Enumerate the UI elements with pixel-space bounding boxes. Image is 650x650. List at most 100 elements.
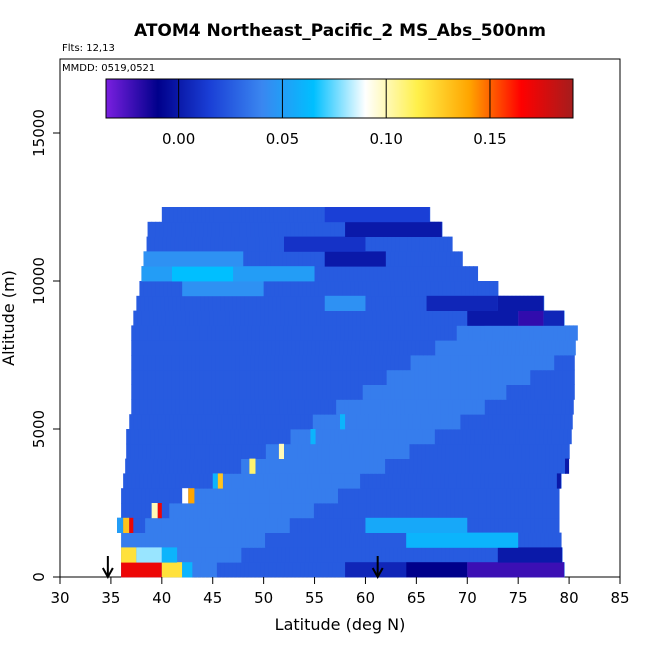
curtain-cell [223,340,228,356]
curtain-cell [207,340,212,356]
curtain-cell [162,236,168,252]
curtain-cell [193,414,198,430]
curtain-cell [340,473,345,489]
curtain-cell [565,325,570,341]
curtain-cell [340,562,346,578]
curtain-cell [198,236,204,252]
curtain-cell [143,325,148,341]
curtain-cell [139,325,144,341]
curtain-cell [492,325,498,341]
curtain-cell [498,429,504,445]
curtain-cell [489,547,495,563]
curtain-cell [210,236,216,252]
curtain-cell [455,340,460,356]
curtain-cell [173,414,178,430]
curtain-cell [361,547,367,563]
curtain-cell [348,414,354,430]
curtain-cell [281,458,286,474]
curtain-cell [414,429,420,445]
curtain-cell [452,414,458,430]
curtain-cell [217,532,222,548]
curtain-cell [227,325,233,341]
curtain-cell [294,369,300,385]
curtain-cell [326,221,332,237]
curtain-cell [195,325,201,341]
curtain-cell [462,488,468,504]
curtain-cell [155,221,161,237]
curtain-cell [527,429,532,445]
curtain-cell [161,488,166,504]
curtain-cell [433,458,438,474]
curtain-cell [191,369,196,385]
curtain-cell [546,355,551,371]
curtain-cell [202,429,207,445]
curtain-cell [268,562,274,578]
curtain-cell [170,443,175,459]
curtain-cell [349,266,355,282]
curtain-cell [125,488,130,504]
colorbar-tick-label: 0.00 [162,130,195,148]
curtain-cell [545,399,550,415]
curtain-cell [469,443,474,459]
curtain-cell [283,340,288,356]
curtain-cell [265,503,271,519]
curtain-cell [246,384,252,400]
curtain-cell [182,236,188,252]
curtain-cell [211,369,216,385]
curtain-cell [420,399,426,415]
curtain-cell [473,443,478,459]
curtain-cell [530,503,536,519]
curtain-cell [493,547,499,563]
curtain-cell [180,295,185,311]
curtain-cell [286,429,292,445]
curtain-cell [392,399,398,415]
curtain-cell [245,443,251,459]
curtain-cell [493,458,498,474]
curtain-cell [547,340,552,356]
curtain-cell [295,399,301,415]
curtain-cell [304,325,309,341]
curtain-cell [237,547,242,563]
curtain-cell [341,266,347,282]
curtain-cell [206,236,212,252]
curtain-cell [462,384,468,400]
curtain-cell [464,310,469,326]
curtain-cell [177,517,182,533]
curtain-cell [316,399,321,415]
curtain-cell [349,458,354,474]
curtain-cell [388,473,393,489]
curtain-cell [559,429,564,445]
curtain-cell [301,532,306,548]
curtain-cell [378,369,384,385]
curtain-cell [443,340,448,356]
curtain-cell [464,399,470,415]
curtain-cell [151,399,156,415]
curtain-cell [410,369,416,385]
curtain-cell [178,429,183,445]
curtain-cell [358,488,363,504]
curtain-cell [474,384,480,400]
curtain-cell [390,281,395,297]
curtain-cell [225,547,230,563]
curtain-cell [277,458,282,474]
curtain-cell [225,517,231,533]
curtain-cell [553,399,558,415]
curtain-cell [456,473,462,489]
curtain-cell [270,369,276,385]
curtain-cell [217,443,223,459]
curtain-cell [402,384,408,400]
curtain-cell [330,355,336,371]
curtain-cell [550,384,555,400]
curtain-cell [200,295,205,311]
curtain-cell [386,503,391,519]
curtain-cell [368,473,373,489]
curtain-cell [569,399,574,415]
curtain-cell [189,517,194,533]
curtain-cell [286,281,292,297]
curtain-cell [313,207,319,223]
curtain-cell [328,325,333,341]
curtain-cell [184,295,189,311]
curtain-cell [317,207,323,223]
curtain-cell [504,414,509,430]
curtain-cell [328,399,333,415]
